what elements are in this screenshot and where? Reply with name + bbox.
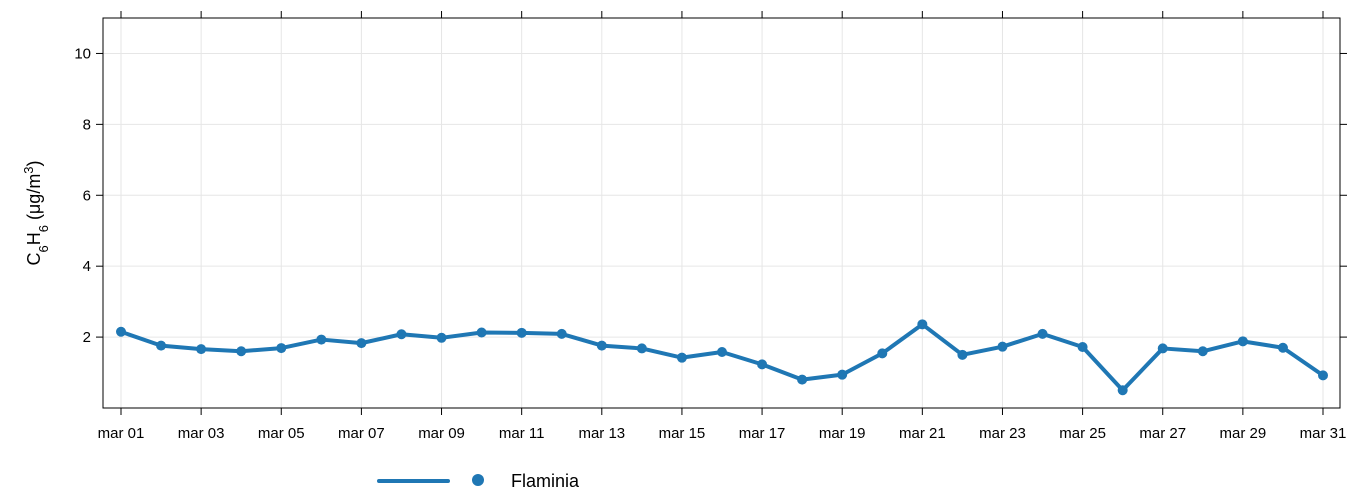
data-point [1037, 328, 1048, 339]
x-tick-label: mar 03 [178, 425, 225, 442]
x-tick-label: mar 05 [258, 425, 305, 442]
x-tick-label: mar 23 [979, 425, 1026, 442]
data-point [997, 341, 1008, 352]
data-point [1157, 343, 1168, 354]
data-point [957, 349, 968, 360]
y-axis-title-element-h: H [24, 232, 44, 245]
data-point [877, 348, 888, 359]
data-point [276, 343, 287, 354]
data-point [757, 359, 768, 370]
x-tick-label: mar 31 [1300, 425, 1347, 442]
data-point [156, 340, 167, 351]
y-axis-title-sub2: 6 [36, 225, 51, 232]
data-point [556, 328, 567, 339]
x-tick-label: mar 15 [659, 425, 706, 442]
data-point [636, 343, 647, 354]
data-point [316, 334, 327, 345]
data-point [676, 352, 687, 363]
data-point [516, 327, 527, 338]
data-point [476, 327, 487, 338]
x-tick-label: mar 13 [578, 425, 625, 442]
y-tick-label: 10 [74, 45, 91, 62]
y-tick-labels: 2 4 6 8 10 [74, 45, 91, 346]
y-tick-label: 2 [83, 329, 91, 346]
x-tick-label: mar 19 [819, 425, 866, 442]
data-point [1197, 346, 1208, 357]
x-tick-label: mar 29 [1220, 425, 1267, 442]
x-tick-label: mar 01 [98, 425, 145, 442]
data-point [1077, 342, 1088, 353]
data-point [116, 326, 126, 337]
data-point [356, 338, 367, 349]
data-point [1318, 370, 1328, 381]
data-point [196, 344, 207, 355]
data-point [797, 374, 808, 385]
data-point [1117, 385, 1128, 396]
x-tick-label: mar 21 [899, 425, 946, 442]
axis-ticks [96, 11, 1347, 415]
data-point [917, 319, 928, 330]
x-tick-label: mar 17 [739, 425, 786, 442]
legend-label-flaminia: Flaminia [511, 471, 580, 490]
y-tick-label: 4 [83, 258, 91, 275]
y-axis-title: C6H6 (μg/m3) [21, 160, 51, 265]
x-tick-label: mar 27 [1139, 425, 1186, 442]
x-tick-labels: mar 01 mar 03 mar 05 mar 07 mar 09 mar 11 mar … [98, 425, 1347, 442]
series-layer [116, 319, 1328, 396]
data-point [596, 340, 607, 351]
legend: Flaminia [377, 471, 580, 490]
x-tick-label: mar 09 [418, 425, 465, 442]
legend-point-swatch [472, 474, 484, 486]
y-axis-title-sub1: 6 [36, 245, 51, 252]
data-point [1277, 342, 1288, 353]
x-tick-label: mar 25 [1059, 425, 1106, 442]
data-point [396, 329, 407, 340]
data-point [436, 332, 447, 343]
y-axis-title-units-close: ) [24, 160, 44, 166]
y-tick-label: 6 [83, 187, 91, 204]
gridlines [103, 18, 1340, 408]
y-axis-title-element-c: C [24, 253, 44, 266]
data-point [717, 346, 727, 357]
y-tick-label: 8 [83, 116, 91, 133]
data-point [837, 369, 848, 380]
x-tick-label: mar 07 [338, 425, 385, 442]
plot-frame [102, 17, 1341, 409]
data-point [236, 346, 247, 357]
y-axis-title-units: (μg/m [24, 174, 44, 225]
y-axis-title-sup: 3 [21, 166, 36, 173]
x-tick-label: mar 11 [499, 425, 545, 442]
series-line [119, 322, 1325, 393]
data-point [1237, 336, 1248, 347]
